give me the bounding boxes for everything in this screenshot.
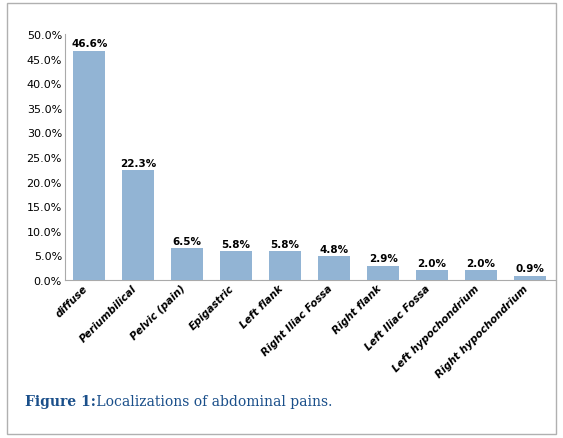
Bar [318,257,350,280]
Bar [122,171,154,280]
Text: 46.6%: 46.6% [71,39,108,49]
Text: 0.9%: 0.9% [516,264,544,273]
Text: Localizations of abdominal pains.: Localizations of abdominal pains. [92,394,332,408]
Text: Figure 1:: Figure 1: [25,394,96,408]
Bar [416,271,448,280]
Bar [171,248,203,280]
Bar [73,52,105,280]
Text: 2.0%: 2.0% [467,258,495,268]
Text: 2.9%: 2.9% [369,254,397,264]
Text: 6.5%: 6.5% [173,236,202,246]
Bar [465,271,497,280]
Text: 22.3%: 22.3% [120,159,157,169]
Text: 2.0%: 2.0% [418,258,446,268]
Bar [514,276,546,280]
Text: 4.8%: 4.8% [320,244,348,254]
FancyBboxPatch shape [7,4,556,434]
Text: 5.8%: 5.8% [222,240,251,249]
Bar [269,252,301,280]
Text: 5.8%: 5.8% [271,240,300,249]
Bar [367,266,399,280]
Bar [220,252,252,280]
